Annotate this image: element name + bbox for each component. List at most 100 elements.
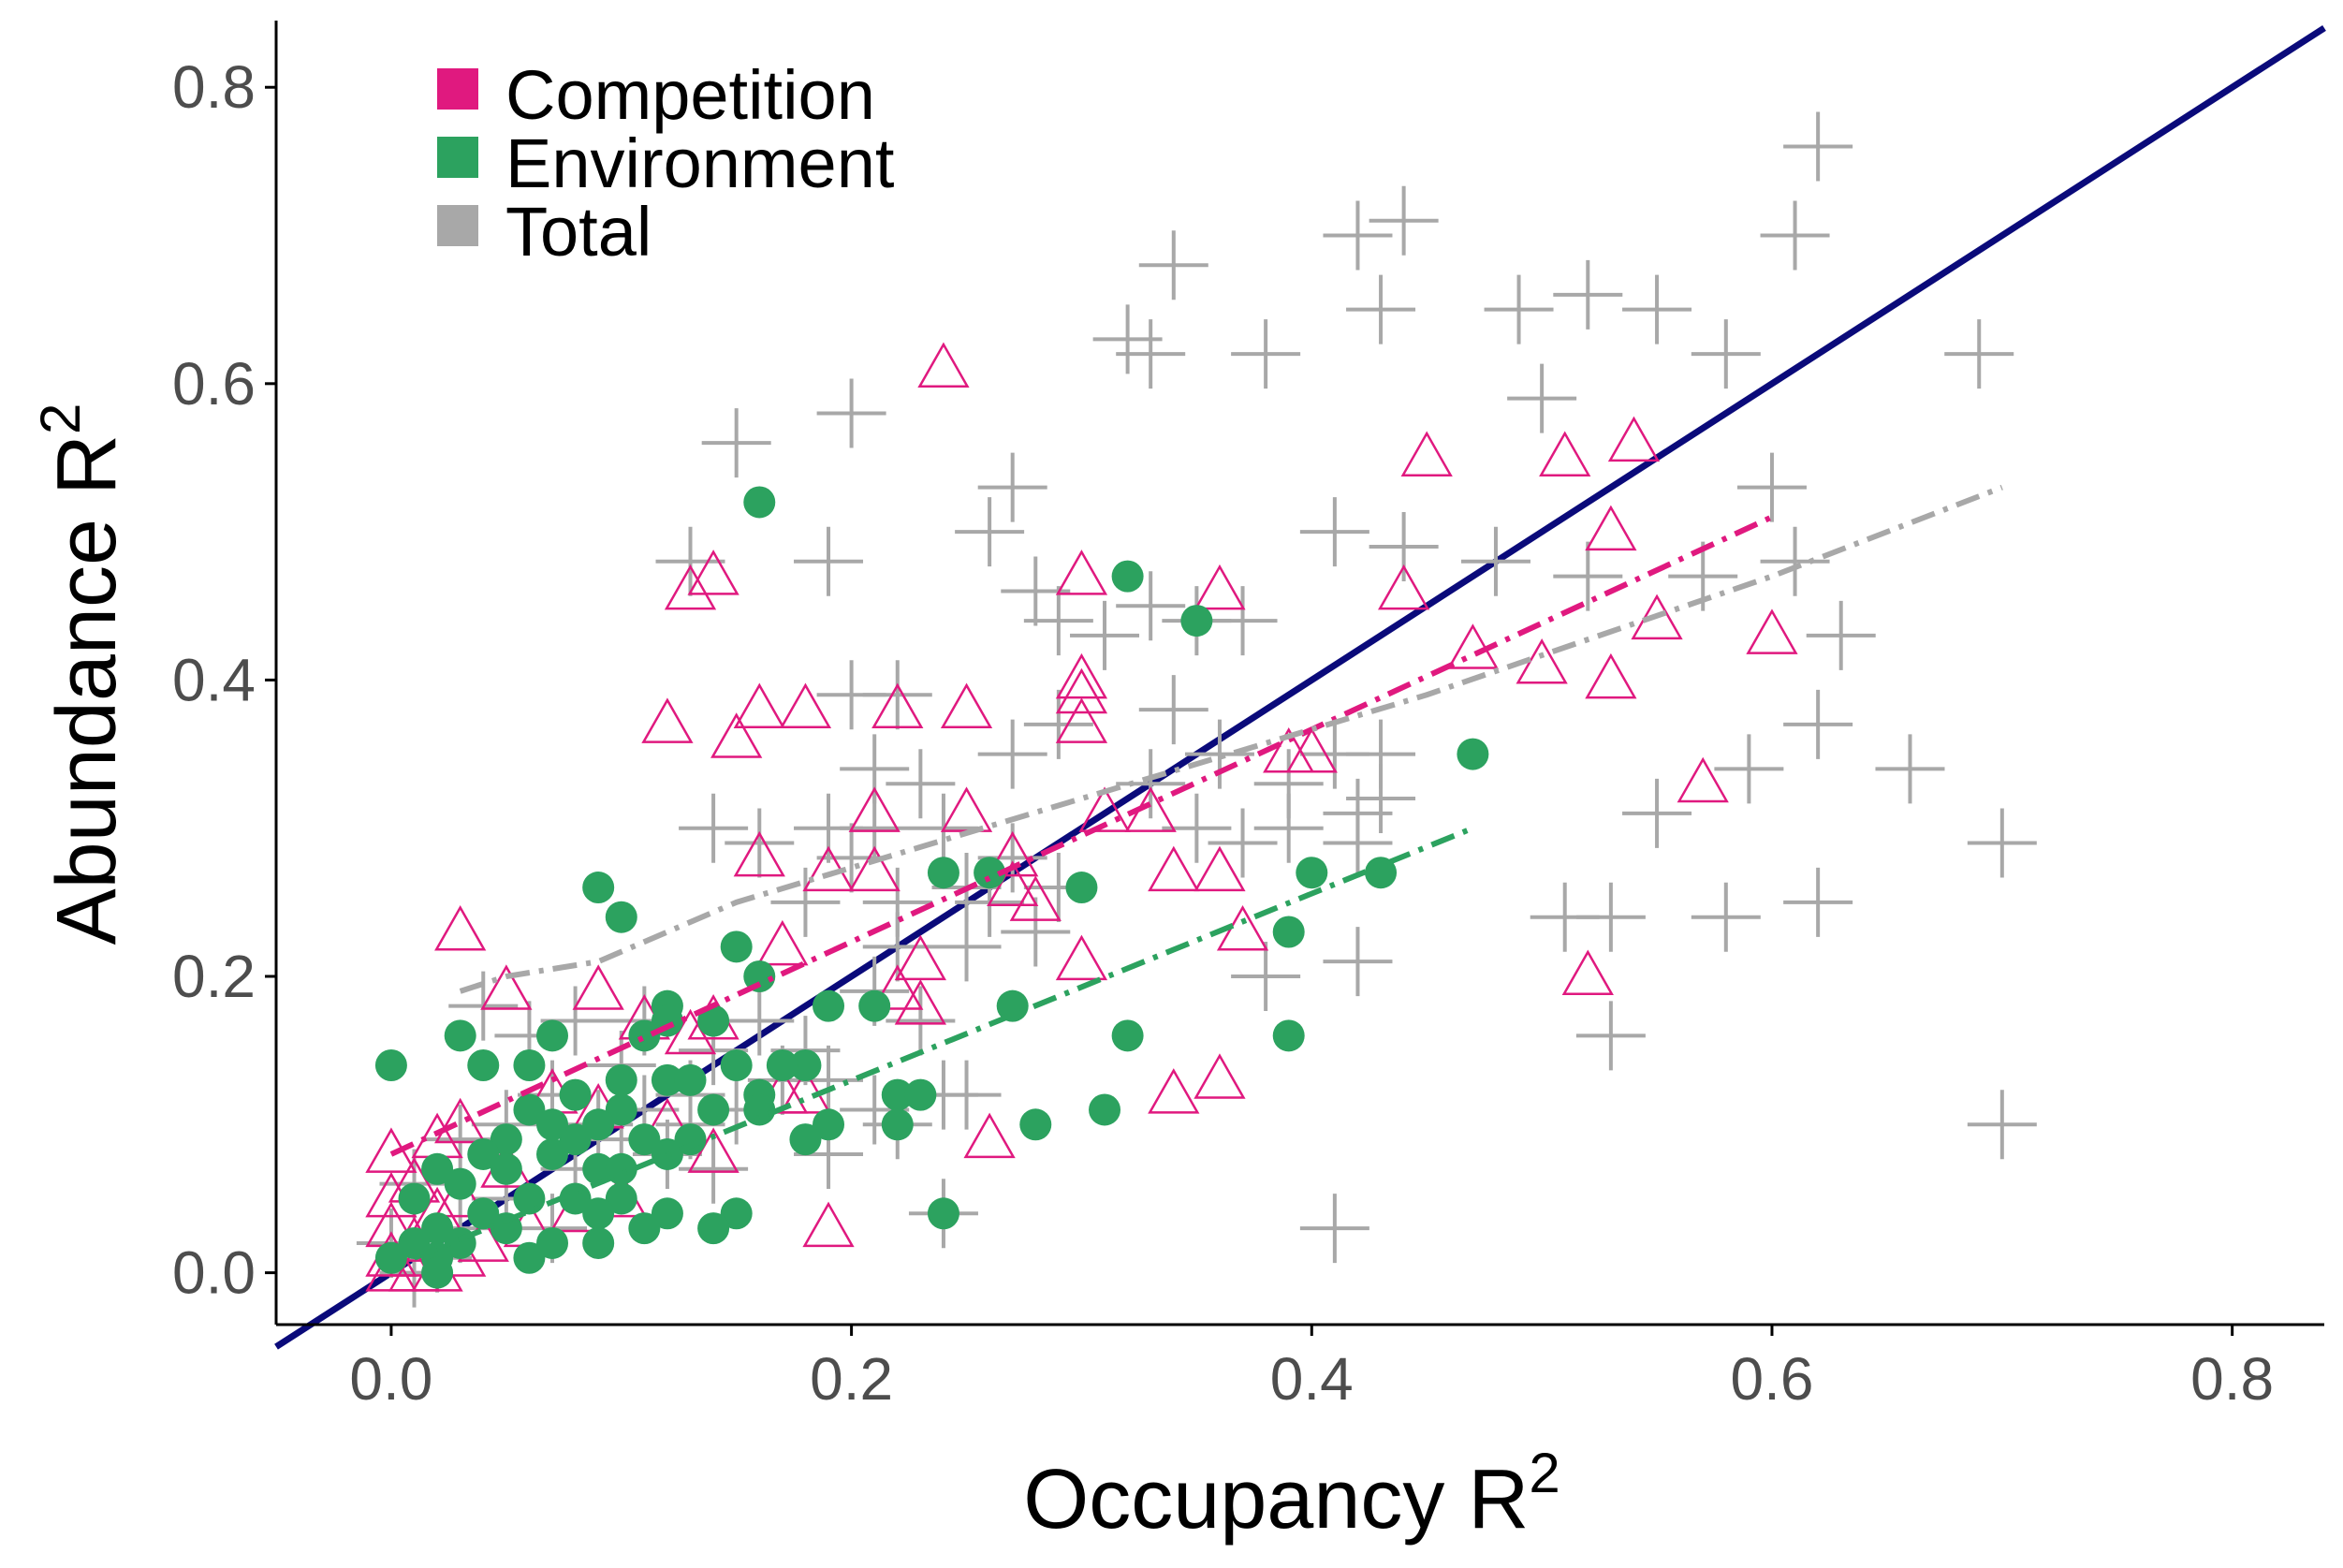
point-total — [794, 526, 864, 596]
point-total — [770, 867, 841, 937]
points-layer — [356, 111, 2037, 1308]
point-environment — [1111, 1019, 1144, 1052]
point-environment — [1272, 916, 1305, 948]
point-total — [1760, 526, 1830, 596]
point-total — [1369, 185, 1439, 256]
point-environment — [881, 1108, 914, 1141]
point-environment — [582, 1108, 615, 1141]
point-environment — [1111, 560, 1144, 593]
y-tick-label: 0.4 — [172, 646, 256, 713]
x-tick-label: 0.0 — [349, 1345, 432, 1413]
legend-swatch-total — [437, 205, 478, 246]
point-total — [816, 823, 886, 893]
point-environment — [444, 1019, 476, 1052]
point-environment — [813, 1108, 845, 1141]
point-environment — [927, 1197, 959, 1230]
point-environment — [513, 1048, 546, 1081]
point-competition — [480, 964, 533, 1010]
point-environment — [720, 931, 753, 963]
point-competition — [894, 934, 946, 981]
point-environment — [628, 1123, 661, 1156]
trend-competition — [389, 514, 1774, 1157]
point-total — [1760, 200, 1830, 271]
point-environment — [651, 1197, 683, 1230]
point-total — [679, 793, 749, 863]
point-environment — [674, 1063, 707, 1096]
point-environment — [743, 960, 776, 993]
point-total — [1138, 230, 1208, 300]
point-total — [931, 912, 1002, 982]
point-environment — [444, 1167, 476, 1200]
point-total — [1783, 689, 1853, 759]
point-total — [1736, 452, 1807, 522]
point-environment — [398, 1226, 431, 1259]
point-environment — [628, 1212, 661, 1245]
point-competition — [963, 1112, 1016, 1159]
point-total — [1460, 526, 1530, 596]
point-total — [1231, 319, 1301, 389]
point-total — [886, 986, 956, 1056]
point-total — [1323, 927, 1393, 997]
point-competition — [572, 964, 624, 1010]
point-total — [862, 912, 932, 982]
point-total — [1184, 719, 1254, 789]
ticks-layer: 0.0 0.2 0.4 0.6 0.8 0.0 0.2 0.4 0.6 0.8 — [172, 53, 2274, 1413]
point-competition — [1148, 845, 1200, 892]
point-total — [1691, 882, 1761, 952]
point-total — [1575, 882, 1646, 952]
point-total — [1116, 319, 1186, 389]
point-competition — [1561, 949, 1614, 995]
point-total — [1875, 734, 1945, 804]
y-axis-title-superscript: 2 — [29, 403, 92, 434]
point-competition — [1539, 431, 1591, 476]
y-tick-label: 0.8 — [172, 53, 256, 121]
point-total — [1783, 111, 1853, 182]
point-environment — [536, 1019, 569, 1052]
point-total — [1575, 1001, 1646, 1071]
point-environment — [421, 1256, 454, 1289]
point-total — [701, 408, 771, 478]
point-total — [1116, 571, 1186, 641]
point-competition — [917, 342, 970, 388]
point-total — [1714, 734, 1784, 804]
point-total — [1691, 319, 1761, 389]
point-total — [886, 749, 956, 819]
y-tick-label: 0.6 — [172, 350, 256, 418]
point-competition — [710, 712, 763, 758]
axes-layer — [274, 21, 2324, 1326]
point-environment — [974, 857, 1006, 889]
point-competition — [1055, 550, 1108, 595]
point-environment — [582, 1226, 615, 1259]
series-total — [356, 111, 2037, 1308]
point-total — [1023, 586, 1093, 656]
y-tick-label: 0.2 — [172, 943, 256, 1010]
point-total — [1299, 1194, 1369, 1264]
point-environment — [536, 1108, 569, 1141]
point-competition — [1607, 416, 1661, 462]
point-total — [1231, 942, 1301, 1012]
point-total — [1622, 274, 1692, 344]
point-competition — [894, 979, 946, 1025]
point-environment — [582, 1197, 615, 1230]
point-environment — [605, 1093, 637, 1126]
point-environment — [605, 1063, 637, 1096]
point-environment — [374, 1048, 407, 1081]
point-total — [840, 734, 910, 804]
trend-total — [459, 484, 2003, 994]
point-total — [1484, 274, 1554, 344]
point-environment — [1180, 605, 1213, 637]
point-competition — [802, 1201, 855, 1248]
point-environment — [536, 1226, 569, 1259]
point-competition — [779, 682, 832, 729]
point-total — [1553, 259, 1623, 330]
point-environment — [1272, 1019, 1305, 1052]
point-competition — [1193, 1053, 1246, 1099]
point-competition — [1400, 431, 1453, 476]
x-tick-label: 0.8 — [2190, 1345, 2274, 1413]
point-environment — [467, 1137, 500, 1170]
point-competition — [664, 564, 717, 610]
point-competition — [871, 682, 924, 729]
point-environment — [559, 1123, 592, 1156]
point-environment — [490, 1123, 522, 1156]
point-total — [1944, 319, 2014, 389]
